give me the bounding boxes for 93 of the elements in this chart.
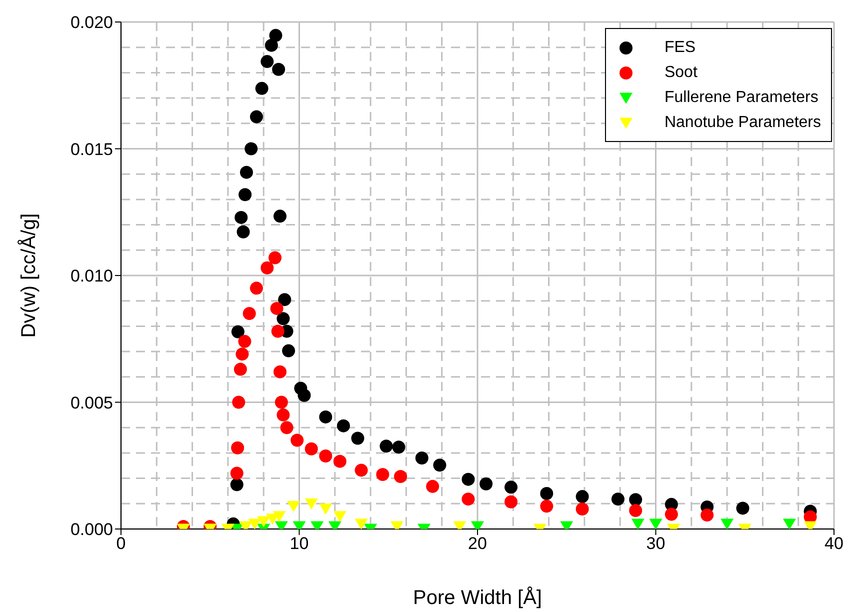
x-tick-label: 30 bbox=[646, 534, 666, 554]
x-tick-label: 40 bbox=[824, 534, 844, 554]
point bbox=[336, 419, 350, 432]
point bbox=[504, 480, 518, 494]
point bbox=[234, 210, 248, 224]
point bbox=[480, 477, 493, 490]
point bbox=[333, 454, 346, 468]
point bbox=[282, 344, 296, 358]
point bbox=[319, 410, 332, 424]
point bbox=[629, 504, 642, 517]
point bbox=[333, 511, 346, 522]
point bbox=[236, 225, 250, 238]
point bbox=[231, 325, 244, 338]
point bbox=[426, 480, 440, 493]
point bbox=[649, 518, 662, 529]
point bbox=[304, 498, 318, 510]
point bbox=[392, 440, 406, 454]
point bbox=[238, 334, 252, 348]
point bbox=[240, 166, 253, 179]
point bbox=[287, 500, 300, 512]
y-axis-title: Dv(w) [cc/Å/g] bbox=[17, 213, 40, 338]
point bbox=[272, 511, 286, 522]
point bbox=[248, 518, 262, 529]
legend-label: FES bbox=[664, 38, 696, 56]
point bbox=[269, 28, 282, 42]
point bbox=[255, 82, 268, 95]
point bbox=[354, 464, 368, 477]
point bbox=[250, 282, 263, 295]
point bbox=[232, 396, 246, 409]
point bbox=[250, 110, 263, 124]
point bbox=[290, 434, 304, 447]
point bbox=[280, 421, 294, 434]
point bbox=[298, 388, 311, 402]
point bbox=[433, 458, 446, 472]
point bbox=[260, 55, 274, 68]
point bbox=[354, 518, 368, 529]
point bbox=[230, 466, 244, 480]
point bbox=[236, 348, 249, 361]
point bbox=[504, 495, 518, 508]
x-tick-label: 20 bbox=[468, 534, 487, 554]
point bbox=[304, 442, 318, 456]
point bbox=[576, 502, 589, 516]
point bbox=[540, 487, 554, 500]
point bbox=[272, 62, 286, 76]
point bbox=[276, 408, 290, 422]
point bbox=[234, 362, 247, 376]
point bbox=[271, 324, 284, 338]
x-tick-label: 0 bbox=[116, 534, 126, 554]
point bbox=[274, 210, 286, 223]
point bbox=[782, 518, 796, 529]
point bbox=[804, 510, 817, 524]
point bbox=[720, 518, 734, 529]
point bbox=[319, 504, 332, 515]
point bbox=[242, 307, 256, 320]
point bbox=[462, 472, 475, 486]
point bbox=[268, 251, 282, 264]
x-tick-label: 10 bbox=[290, 534, 309, 554]
point bbox=[270, 302, 284, 315]
point bbox=[257, 516, 270, 528]
point bbox=[629, 493, 642, 506]
point bbox=[376, 468, 390, 481]
legend-label: Nanotube Parameters bbox=[664, 114, 821, 132]
y-tick-label: 0.015 bbox=[70, 140, 113, 159]
point bbox=[576, 490, 589, 504]
x-axis-title: Pore Width [Å] bbox=[413, 586, 542, 609]
point bbox=[631, 518, 644, 529]
y-tick-label: 0.020 bbox=[70, 13, 113, 32]
point bbox=[260, 261, 274, 274]
point bbox=[230, 478, 244, 492]
point bbox=[736, 502, 750, 515]
point bbox=[351, 432, 364, 445]
legend-label: Soot bbox=[664, 64, 698, 82]
y-tick-label: 0.000 bbox=[70, 520, 113, 540]
point bbox=[540, 500, 554, 513]
point bbox=[700, 508, 714, 522]
point bbox=[462, 492, 475, 506]
y-tick-label: 0.010 bbox=[70, 266, 113, 286]
point bbox=[264, 38, 278, 52]
point bbox=[415, 452, 428, 465]
legend-label: Fullerene Parameters bbox=[664, 88, 818, 106]
y-tick-label: 0.005 bbox=[70, 393, 113, 412]
point bbox=[276, 312, 290, 326]
point bbox=[244, 142, 258, 156]
point bbox=[274, 396, 288, 409]
point bbox=[611, 492, 624, 506]
point bbox=[231, 441, 244, 454]
point bbox=[238, 188, 252, 202]
point bbox=[319, 449, 332, 462]
point bbox=[380, 440, 393, 453]
point bbox=[278, 293, 292, 306]
point bbox=[664, 508, 678, 521]
point bbox=[274, 365, 286, 378]
point bbox=[394, 470, 407, 484]
